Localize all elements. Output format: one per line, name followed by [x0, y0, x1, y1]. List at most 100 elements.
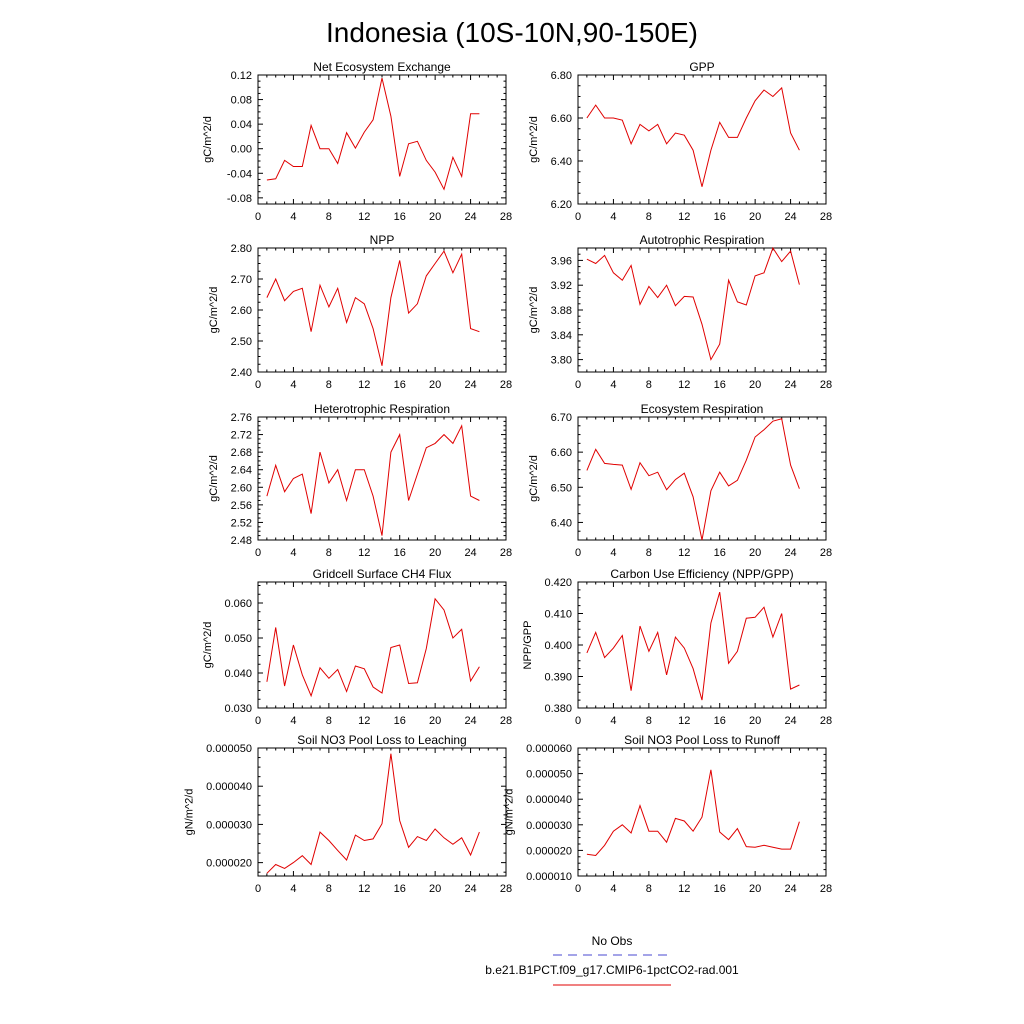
y-tick-label: 0.000020: [206, 858, 252, 870]
panel-net-ecosystem-exchange: Net Ecosystem Exchange 0 4 8 12 16 20 24 28 -0.08…: [202, 60, 512, 223]
x-tick-label: 16: [394, 547, 406, 559]
x-tick-label: 16: [714, 547, 726, 559]
panel-title: Net Ecosystem Exchange: [313, 60, 451, 74]
plot-frame: [577, 74, 827, 205]
panel-title: Soil NO3 Pool Loss to Leaching: [297, 733, 466, 747]
y-tick-label: 2.72: [231, 430, 252, 442]
x-tick-label: 0: [255, 715, 261, 727]
panel-npp: NPP 0 4 8 12 16 20 24 28 2.40 2.50 2.60 2.70 2.80 gC/m…: [208, 233, 512, 391]
series-line: [266, 424, 480, 536]
x-tick-label: 16: [714, 883, 726, 895]
panel-soil-no3-pool-loss-to-leaching: Soil NO3 Pool Loss to Leaching 0 4 8 12 16 20 2…: [183, 733, 512, 895]
y-tick-label: 2.80: [231, 243, 252, 255]
x-tick-label: 4: [610, 883, 616, 895]
x-tick-label: 16: [714, 211, 726, 223]
x-tick-label: 16: [714, 715, 726, 727]
x-tick-label: 4: [610, 547, 616, 559]
x-tick-label: 20: [429, 547, 441, 559]
x-tick-label: 28: [820, 883, 832, 895]
x-tick-label: 20: [749, 547, 761, 559]
y-axis-label: gC/m^2/d: [528, 287, 540, 334]
x-tick-label: 28: [820, 547, 832, 559]
x-tick-label: 12: [678, 211, 690, 223]
x-tick-label: 12: [358, 715, 370, 727]
x-tick-label: 0: [255, 211, 261, 223]
x-tick-label: 4: [290, 547, 296, 559]
x-tick-label: 24: [464, 883, 476, 895]
x-tick-label: 0: [255, 379, 261, 391]
y-tick-label: 0.000050: [206, 743, 252, 755]
y-tick-label: 6.60: [551, 447, 572, 459]
x-tick-label: 20: [749, 883, 761, 895]
x-tick-label: 12: [358, 883, 370, 895]
x-tick-label: 0: [575, 547, 581, 559]
y-tick-label: -0.08: [227, 193, 252, 205]
x-tick-label: 12: [678, 379, 690, 391]
x-tick-label: 24: [464, 211, 476, 223]
panel-heterotrophic-respiration: Heterotrophic Respiration 0 4 8 12 16 20 24 28 2.…: [208, 402, 512, 559]
series-line: [266, 250, 480, 366]
plot-frame: [257, 74, 507, 205]
y-tick-label: 2.40: [231, 367, 252, 379]
x-tick-label: 12: [358, 547, 370, 559]
figure-title: Indonesia (10S-10N,90-150E): [326, 17, 698, 48]
x-tick-label: 4: [290, 379, 296, 391]
y-tick-label: 0.08: [231, 95, 252, 107]
series-line: [586, 591, 800, 701]
panel-title: Ecosystem Respiration: [641, 402, 764, 416]
y-tick-label: 0.410: [544, 609, 572, 621]
panel-title: Autotrophic Respiration: [640, 233, 765, 247]
panels-group: Net Ecosystem Exchange 0 4 8 12 16 20 24 28 -0.08…: [183, 60, 832, 895]
y-tick-label: 0.380: [544, 703, 572, 715]
y-tick-label: 6.40: [551, 156, 572, 168]
x-tick-label: 28: [500, 715, 512, 727]
y-axis-label: gC/m^2/d: [208, 455, 220, 502]
x-tick-label: 4: [610, 211, 616, 223]
y-tick-label: 2.76: [231, 412, 252, 424]
x-tick-label: 12: [678, 715, 690, 727]
x-tick-label: 28: [500, 547, 512, 559]
y-tick-label: 0.000010: [526, 871, 572, 883]
y-tick-label: 6.50: [551, 482, 572, 494]
y-tick-label: 2.64: [231, 465, 252, 477]
y-tick-label: 3.84: [551, 330, 572, 342]
x-tick-label: 16: [394, 715, 406, 727]
x-tick-label: 0: [575, 715, 581, 727]
y-axis-label: gN/m^2/d: [503, 789, 515, 836]
x-tick-label: 12: [358, 211, 370, 223]
x-tick-label: 24: [464, 379, 476, 391]
legend-label-model-run: b.e21.B1PCT.f09_g17.CMIP6-1pctCO2-rad.00…: [485, 963, 739, 977]
y-tick-label: 2.48: [231, 535, 252, 547]
x-tick-label: 0: [575, 883, 581, 895]
x-tick-label: 4: [290, 211, 296, 223]
y-tick-label: 3.80: [551, 355, 572, 367]
y-tick-label: 2.60: [231, 305, 252, 317]
panel-title: Soil NO3 Pool Loss to Runoff: [624, 733, 781, 747]
panel-autotrophic-respiration: Autotrophic Respiration 0 4 8 12 16 20 24 28 3.80…: [528, 233, 832, 391]
y-axis-label: gC/m^2/d: [528, 455, 540, 502]
plot-frame: [257, 581, 507, 709]
x-tick-label: 24: [784, 883, 796, 895]
x-tick-label: 24: [464, 715, 476, 727]
x-tick-label: 8: [326, 211, 332, 223]
y-tick-label: 0.00: [231, 144, 252, 156]
y-tick-label: 3.96: [551, 255, 572, 267]
panel-title: Heterotrophic Respiration: [314, 402, 450, 416]
x-tick-label: 12: [678, 547, 690, 559]
x-tick-label: 8: [646, 715, 652, 727]
x-tick-label: 8: [646, 883, 652, 895]
y-tick-label: 0.030: [224, 703, 252, 715]
x-tick-label: 20: [749, 211, 761, 223]
y-tick-label: 0.000040: [526, 794, 572, 806]
legend: No Obs b.e21.B1PCT.f09_g17.CMIP6-1pctCO2…: [485, 934, 739, 986]
y-axis-label: gC/m^2/d: [202, 116, 214, 163]
y-tick-label: 2.52: [231, 517, 252, 529]
x-tick-label: 24: [784, 211, 796, 223]
panel-carbon-use-efficiency-npp-gpp: Carbon Use Efficiency (NPP/GPP) 0 4 8 12 16 20…: [522, 567, 832, 727]
x-tick-label: 0: [255, 883, 261, 895]
x-tick-label: 4: [610, 715, 616, 727]
x-tick-label: 16: [394, 883, 406, 895]
panel-gridcell-surface-ch4-flux: Gridcell Surface CH4 Flux 0 4 8 12 16 20 24 28 0.…: [202, 567, 512, 727]
y-tick-label: 6.80: [551, 70, 572, 82]
